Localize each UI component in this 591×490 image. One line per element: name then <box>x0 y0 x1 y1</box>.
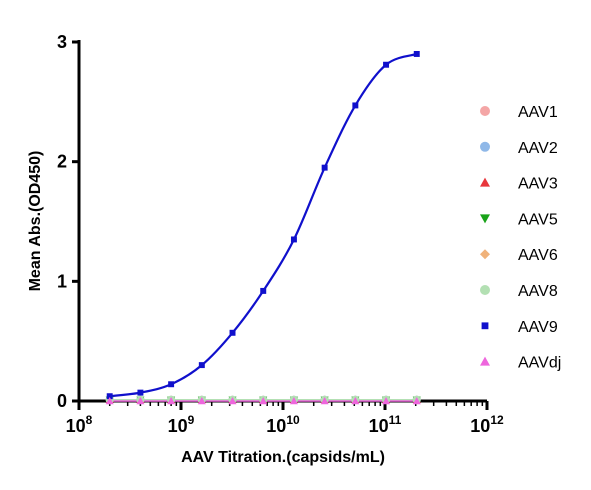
data-point-aavdj <box>259 397 268 405</box>
data-point-aav9 <box>260 287 267 294</box>
data-point-aav9 <box>352 102 359 109</box>
data-point-aavdj <box>167 397 176 405</box>
legend-label: AAV5 <box>518 211 558 228</box>
legend-label: AAV3 <box>518 176 558 193</box>
x-tick-label: 1010 <box>266 413 300 436</box>
x-tick-label: 108 <box>66 413 93 436</box>
data-point-aavdj <box>382 397 391 405</box>
data-point-aav9 <box>198 362 205 369</box>
legend-label: AAV1 <box>518 104 558 121</box>
data-point-aavdj <box>351 397 360 405</box>
fit-line-aav9 <box>109 52 418 398</box>
legend-label: AAV9 <box>518 319 558 336</box>
data-point-aav9 <box>321 164 328 171</box>
x-axis-title: AAV Titration.(capsids/mL) <box>181 449 385 466</box>
data-point-aavdj <box>320 397 329 405</box>
y-tick-label: 3 <box>57 32 67 52</box>
data-point-aav9 <box>229 329 236 336</box>
legend-label: AAV6 <box>518 247 558 264</box>
legend-marker-aav1 <box>480 106 490 116</box>
data-point-aav9 <box>137 389 144 396</box>
legend-marker-aav2 <box>480 141 490 152</box>
legend-marker-aav9 <box>481 322 489 330</box>
data-point-aav9 <box>290 236 297 243</box>
x-tick-label: 1011 <box>369 413 402 436</box>
y-tick-label: 0 <box>57 391 67 411</box>
fit-curves <box>109 52 418 402</box>
y-tick-label: 1 <box>57 271 67 291</box>
x-tick-label: 109 <box>168 413 195 436</box>
legend-marker-aav5 <box>480 214 490 224</box>
chart-axes: 0 1 2 3 108 109 1010 1011 1012 <box>57 32 504 436</box>
data-point-aavdj <box>197 397 206 405</box>
data-point-aavdj <box>228 397 237 405</box>
data-point-aav9 <box>383 61 390 68</box>
data-point-aav9 <box>106 393 113 400</box>
legend-label: AAVdj <box>518 355 561 372</box>
y-tick-label: 2 <box>57 152 67 172</box>
x-tick-label: 1012 <box>470 413 504 436</box>
data-point-aavdj <box>412 397 421 405</box>
data-point-aavdj <box>289 397 298 405</box>
data-point-aav9 <box>168 381 175 388</box>
legend-marker-aav6 <box>480 249 490 260</box>
data-point-aav9 <box>413 50 420 57</box>
legend-label: AAV8 <box>518 283 558 300</box>
legend-label: AAV2 <box>518 140 558 157</box>
data-point-aavdj <box>136 397 145 405</box>
legend-marker-aav8 <box>480 285 490 295</box>
data-points <box>105 50 421 405</box>
legend: AAV1 AAV2 AAV3 AAV5 AAV6 AAV8 AAV9 AAVdj <box>480 104 561 372</box>
legend-marker-aavdj <box>480 356 490 366</box>
y-axis-title: Mean Abs.(OD450) <box>27 151 44 292</box>
legend-marker-aav3 <box>480 177 490 187</box>
data-point-aavdj <box>105 397 114 405</box>
